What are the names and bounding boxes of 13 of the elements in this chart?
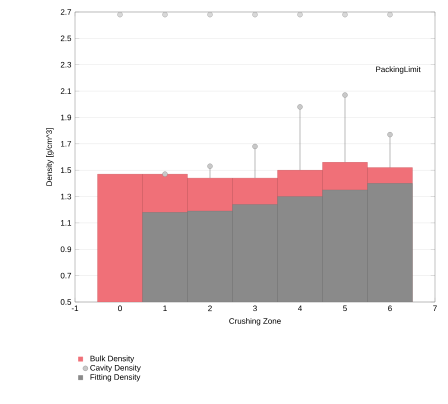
point — [117, 12, 123, 18]
point — [387, 12, 393, 18]
point — [387, 132, 393, 138]
point — [252, 12, 258, 18]
point — [342, 92, 348, 98]
point — [162, 171, 168, 177]
point — [342, 12, 348, 18]
point — [207, 12, 213, 18]
point — [252, 144, 258, 150]
point — [162, 12, 168, 18]
point — [297, 12, 303, 18]
point — [207, 164, 213, 169]
point — [297, 104, 303, 110]
